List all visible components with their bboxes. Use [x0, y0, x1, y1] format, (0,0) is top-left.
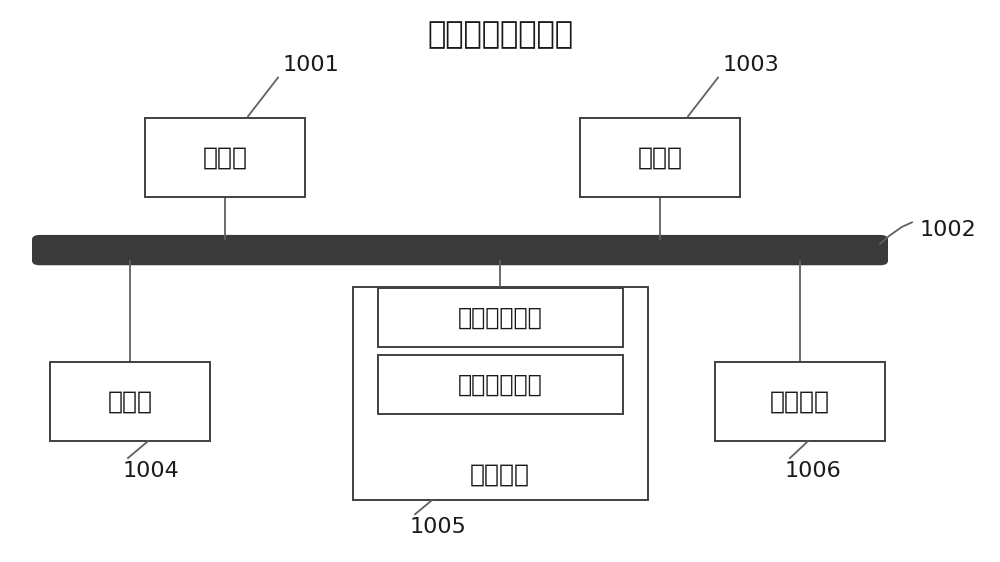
Text: 输出单元: 输出单元 — [770, 390, 830, 414]
FancyBboxPatch shape — [580, 118, 740, 197]
Text: 收发器: 收发器 — [108, 390, 152, 414]
Text: 1002: 1002 — [920, 220, 977, 241]
Text: 输入单元: 输入单元 — [470, 463, 530, 487]
FancyBboxPatch shape — [50, 362, 210, 441]
FancyBboxPatch shape — [378, 356, 622, 415]
Text: 1001: 1001 — [283, 55, 340, 75]
Text: 1004: 1004 — [123, 461, 180, 481]
FancyBboxPatch shape — [353, 287, 648, 500]
FancyBboxPatch shape — [715, 362, 885, 441]
Text: 1003: 1003 — [723, 55, 780, 75]
FancyBboxPatch shape — [378, 288, 622, 347]
Text: 处理器: 处理器 — [202, 146, 248, 169]
Text: 第一采集装置: 第一采集装置 — [458, 306, 542, 329]
Text: 存储器: 存储器 — [638, 146, 682, 169]
FancyBboxPatch shape — [145, 118, 305, 197]
FancyBboxPatch shape — [32, 235, 888, 265]
Text: 1005: 1005 — [410, 517, 467, 537]
Text: 叶轮状态检测系统: 叶轮状态检测系统 — [427, 20, 573, 49]
Text: 第二采集装置: 第二采集装置 — [458, 373, 542, 397]
Text: 1006: 1006 — [785, 461, 842, 481]
